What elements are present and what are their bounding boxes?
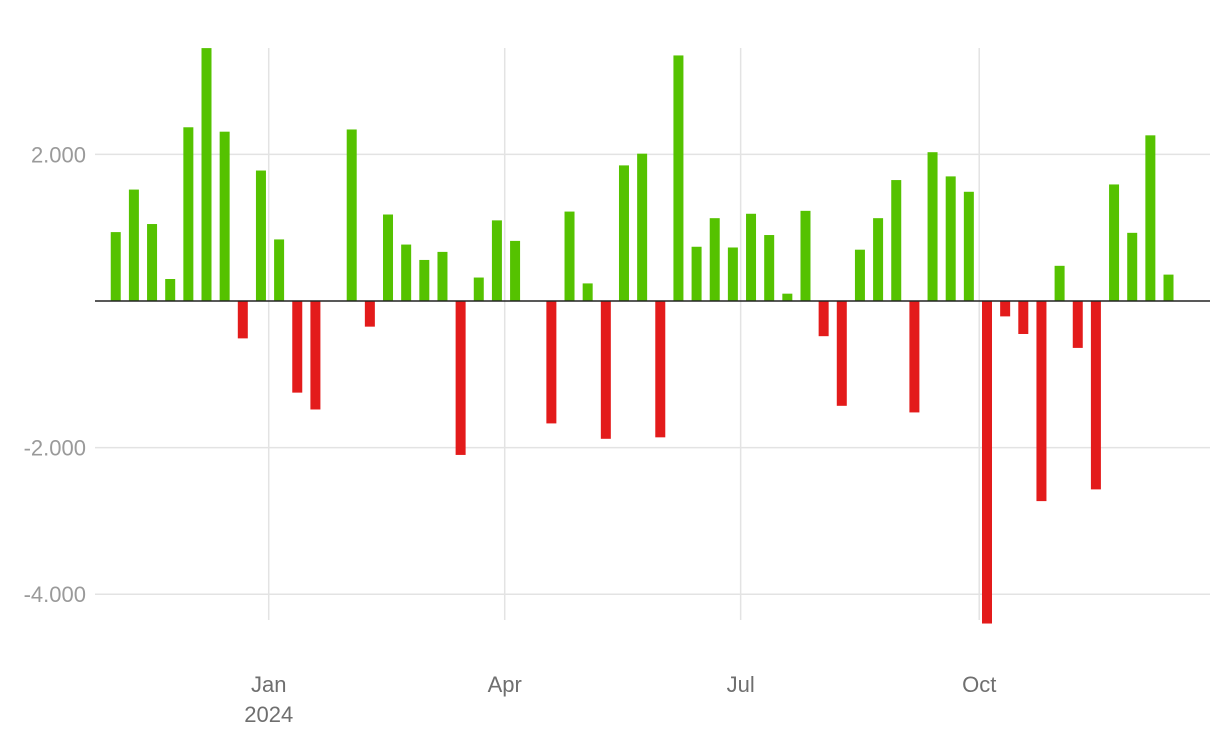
bar-negative [600, 301, 611, 439]
bar-negative [982, 301, 992, 624]
x-gridlines [267, 48, 980, 620]
bar-positive [927, 152, 938, 301]
bar-positive [201, 48, 212, 301]
bar-negative [909, 301, 920, 413]
bar-positive [873, 218, 884, 301]
bar-positive [1163, 274, 1174, 301]
bar-positive [383, 214, 394, 301]
bar-negative [1000, 301, 1011, 317]
y-tick-label: -2.000 [24, 436, 86, 461]
bar-positive [709, 218, 720, 301]
x-tick-label: Apr [488, 672, 522, 697]
bar-positive [691, 246, 702, 301]
bar-positive [854, 249, 865, 301]
x-axis-tick-labels: Jan 2024 Apr Jul Oct [244, 672, 996, 727]
bar-positive [510, 240, 521, 301]
x-tick-sublabel: 2024 [244, 702, 293, 727]
bar-negative [818, 301, 829, 337]
bar-negative [655, 301, 666, 438]
bar-positive [564, 211, 575, 301]
bar-positive [746, 213, 757, 301]
bar-positive [800, 210, 811, 301]
bar-positive [582, 283, 593, 301]
bar-positive [165, 279, 176, 301]
bar-positive [473, 277, 484, 301]
bar-positive [346, 129, 357, 301]
bar-positive [1054, 265, 1065, 301]
y-gridlines [95, 153, 1210, 595]
bar-positive [764, 235, 775, 301]
bar-positive [437, 251, 448, 301]
bar-positive [110, 232, 121, 301]
bar-positive [1109, 184, 1120, 301]
bar-positive [945, 176, 956, 301]
y-axis-tick-labels: 2.000 -2.000 -4.000 [24, 142, 86, 607]
bar-negative [1090, 301, 1101, 490]
bar-positive [183, 127, 194, 301]
bar-positive [673, 55, 684, 301]
bar-positive [147, 224, 158, 301]
bar-positive [727, 247, 738, 301]
bar-negative [292, 301, 303, 393]
y-tick-label: 2.000 [31, 142, 86, 167]
bar-negative [364, 301, 375, 327]
bar-negative [836, 301, 847, 406]
bar-positive [782, 293, 793, 301]
x-tick-label: Oct [962, 672, 996, 697]
bar-negative [546, 301, 557, 424]
bar-positive [1145, 135, 1156, 301]
bar-positive [255, 170, 266, 301]
bar-positive [618, 165, 629, 301]
bar-positive [491, 220, 502, 301]
bar-series [110, 48, 1174, 624]
bar-positive [274, 239, 285, 301]
bar-positive [891, 180, 902, 301]
bar-positive [401, 244, 412, 301]
bar-positive [128, 189, 139, 301]
bar-positive [1127, 232, 1138, 301]
bar-negative [455, 301, 466, 455]
bar-negative [237, 301, 248, 339]
bar-negative [1036, 301, 1047, 502]
x-tick-label: Jul [727, 672, 755, 697]
bar-positive [419, 259, 430, 301]
y-tick-label: -4.000 [24, 582, 86, 607]
bar-positive [637, 153, 648, 301]
bar-negative [1072, 301, 1083, 348]
x-tick-label: Jan [251, 672, 286, 697]
bar-positive [963, 191, 974, 301]
bar-positive [219, 131, 230, 301]
bar-negative [310, 301, 321, 410]
bar-negative [1018, 301, 1029, 334]
